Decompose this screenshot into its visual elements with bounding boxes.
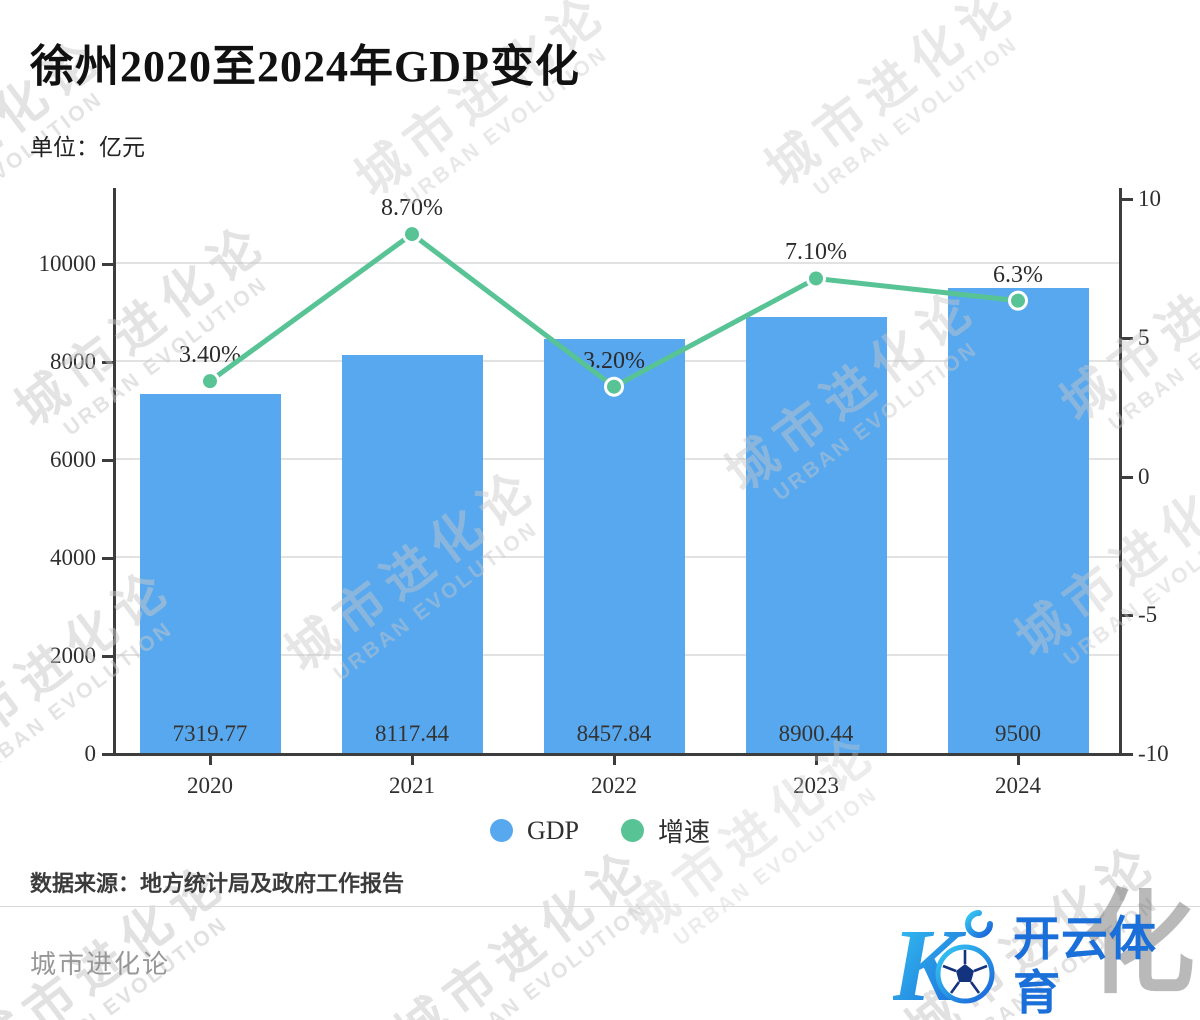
kaiyun-cn-label: 开云体育 bbox=[1013, 912, 1157, 1019]
right-axis-tick bbox=[1122, 336, 1133, 340]
x-axis-tick bbox=[613, 756, 616, 765]
left-axis-tick bbox=[102, 655, 113, 658]
footer-divider bbox=[0, 906, 1200, 907]
left-axis-tick-label: 10000 bbox=[38, 251, 97, 276]
gdp-bar bbox=[745, 316, 887, 753]
growth-point-marker bbox=[806, 268, 826, 289]
right-axis-tick bbox=[1122, 753, 1133, 756]
left-axis-tick bbox=[102, 459, 113, 462]
left-axis-line bbox=[113, 188, 116, 756]
gdp-bar-value: 8457.84 bbox=[576, 721, 652, 746]
x-axis-tick bbox=[1017, 756, 1020, 765]
legend-item-gdp: GDP bbox=[489, 815, 579, 846]
growth-value-label: 3.20% bbox=[583, 347, 645, 374]
right-axis-tick bbox=[1122, 475, 1133, 479]
kaiyun-logo-text: 开云体育 kaiyun.com bbox=[1013, 912, 1200, 1020]
growth-value-label: 6.3% bbox=[993, 261, 1043, 288]
right-axis-tick-label: 10 bbox=[1138, 186, 1161, 211]
x-axis-year-label: 2023 bbox=[793, 773, 839, 798]
data-source-note: 数据来源：地方统计局及政府工作报告 bbox=[30, 871, 405, 896]
growth-value-label: 3.40% bbox=[179, 342, 241, 369]
right-axis-tick-label: -10 bbox=[1138, 741, 1169, 766]
growth-value-label: 8.70% bbox=[381, 195, 443, 222]
right-axis-tick bbox=[1122, 198, 1133, 201]
gdp-bar-value: 8117.44 bbox=[375, 721, 449, 746]
gdp-bar bbox=[543, 338, 685, 753]
x-axis-year-label: 2021 bbox=[389, 773, 435, 798]
right-axis-line bbox=[1119, 188, 1122, 756]
left-axis-tick bbox=[102, 753, 113, 756]
left-axis-tick bbox=[102, 263, 113, 266]
left-axis-tick bbox=[102, 557, 113, 560]
unit-label: 单位：亿元 bbox=[30, 134, 145, 160]
left-axis-tick-label: 4000 bbox=[50, 545, 96, 570]
left-axis-tick-label: 8000 bbox=[50, 349, 96, 374]
growth-point-marker bbox=[402, 224, 422, 245]
right-axis-tick bbox=[1122, 614, 1133, 618]
right-axis-tick-label: 5 bbox=[1138, 324, 1150, 350]
left-axis-tick-label: 2000 bbox=[50, 643, 96, 668]
gdp-bar-value: 7319.77 bbox=[172, 721, 248, 746]
x-axis-year-label: 2022 bbox=[591, 773, 637, 798]
left-axis-tick-label: 6000 bbox=[50, 447, 96, 472]
x-axis-year-label: 2024 bbox=[995, 773, 1041, 798]
gdp-bar-value: 8900.44 bbox=[778, 721, 854, 746]
gdp-legend-dot-icon bbox=[489, 819, 513, 842]
growth-legend-dot-icon bbox=[621, 819, 644, 842]
legend-label-gdp: GDP bbox=[526, 815, 579, 845]
brand-name: 城市进化论 bbox=[30, 950, 171, 979]
legend-label-growth: 增速 bbox=[658, 818, 711, 847]
x-axis-tick bbox=[209, 756, 212, 765]
kaiyun-k-ball-icon: K bbox=[893, 908, 995, 1016]
right-axis-tick-label: -5 bbox=[1138, 602, 1158, 628]
left-axis-tick bbox=[102, 361, 113, 364]
growth-point-marker bbox=[200, 371, 220, 392]
growth-value-label: 7.10% bbox=[785, 239, 847, 266]
left-axis-tick-label: 0 bbox=[84, 741, 97, 766]
gdp-bar bbox=[341, 355, 483, 753]
chart-legend: GDP 增速 bbox=[0, 812, 1200, 849]
x-axis-tick bbox=[815, 756, 818, 765]
gdp-bar-value: 9500 bbox=[995, 721, 1041, 746]
right-axis-tick-label: 0 bbox=[1138, 463, 1150, 489]
legend-item-growth: 增速 bbox=[621, 812, 710, 849]
gdp-bar bbox=[139, 394, 281, 753]
bottom-axis-line bbox=[113, 753, 1122, 756]
x-axis-year-label: 2020 bbox=[187, 773, 233, 798]
gdp-bar bbox=[947, 287, 1089, 753]
kaiyun-logo: 化 K 开云体育 kaiyun.com bbox=[893, 888, 1200, 1020]
x-axis-tick bbox=[411, 756, 414, 765]
chart-title: 徐州2020至2024年GDP变化 bbox=[30, 42, 580, 91]
watermark-accent-glyph: 化 bbox=[1083, 881, 1195, 1006]
